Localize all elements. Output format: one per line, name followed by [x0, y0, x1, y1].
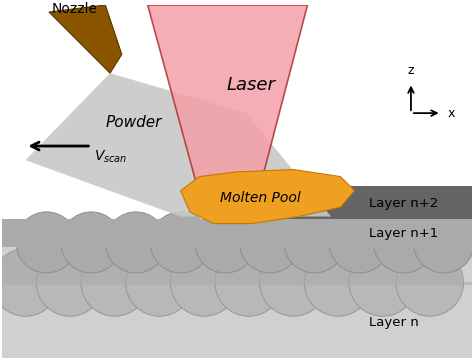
- Circle shape: [150, 212, 211, 273]
- Circle shape: [105, 212, 166, 273]
- Polygon shape: [2, 283, 472, 358]
- Text: Layer n+1: Layer n+1: [369, 227, 438, 239]
- Circle shape: [81, 248, 149, 316]
- Polygon shape: [26, 73, 331, 216]
- Text: Layer n+2: Layer n+2: [369, 197, 438, 210]
- Text: Layer n: Layer n: [369, 316, 419, 329]
- Circle shape: [0, 248, 59, 316]
- Polygon shape: [181, 169, 355, 224]
- Circle shape: [328, 212, 390, 273]
- Polygon shape: [2, 242, 472, 285]
- Circle shape: [195, 212, 256, 273]
- Circle shape: [239, 212, 301, 273]
- Circle shape: [284, 212, 345, 273]
- Polygon shape: [204, 186, 472, 219]
- Circle shape: [349, 248, 417, 316]
- Text: Nozzle: Nozzle: [52, 2, 98, 16]
- Circle shape: [304, 248, 372, 316]
- Circle shape: [36, 248, 104, 316]
- Text: z: z: [408, 64, 414, 77]
- Polygon shape: [2, 219, 472, 247]
- Circle shape: [413, 212, 474, 273]
- Circle shape: [260, 248, 327, 316]
- Text: $V_{scan}$: $V_{scan}$: [93, 148, 127, 164]
- Text: x: x: [447, 107, 455, 120]
- Circle shape: [16, 212, 77, 273]
- Text: Laser: Laser: [227, 76, 275, 94]
- Polygon shape: [148, 5, 308, 212]
- Text: Molten Pool: Molten Pool: [220, 191, 301, 205]
- Circle shape: [126, 248, 193, 316]
- Polygon shape: [49, 5, 122, 73]
- Circle shape: [215, 248, 283, 316]
- Circle shape: [61, 212, 122, 273]
- Circle shape: [374, 212, 435, 273]
- Circle shape: [170, 248, 238, 316]
- Circle shape: [396, 248, 464, 316]
- Text: Powder: Powder: [105, 115, 162, 130]
